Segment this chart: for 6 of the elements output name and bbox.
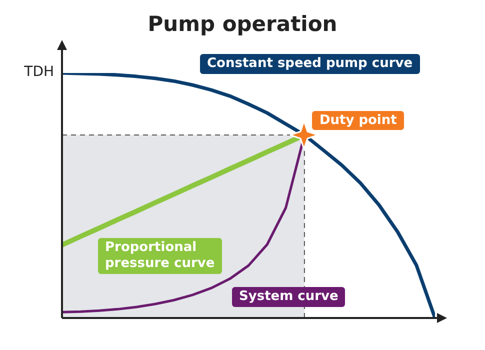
chart-title: Pump operation [146,12,338,36]
series-label: System curve [232,287,346,307]
text: TDH [23,64,54,80]
series-label: Constant speed pump curve [200,54,420,74]
annotation: Duty point [312,110,404,130]
series-label: Proportional pressure curve [98,238,222,274]
